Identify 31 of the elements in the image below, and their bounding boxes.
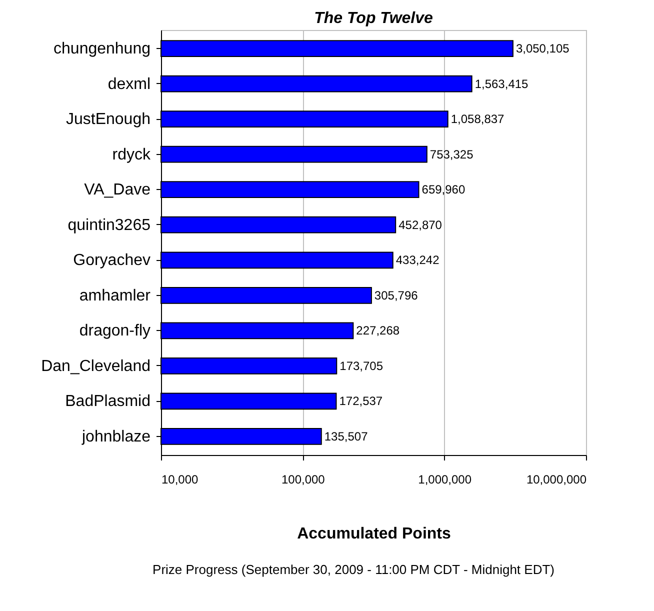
data-label: 3,050,105 [516, 42, 570, 56]
chart-title: The Top Twelve [314, 10, 434, 27]
x-tick-label: 1,000,000 [418, 472, 472, 486]
x-axis-title: Accumulated Points [297, 526, 451, 542]
data-label: 1,058,837 [450, 112, 505, 126]
x-tick-label: 10,000 [162, 472, 199, 486]
data-label: 753,325 [430, 147, 474, 162]
data-label: 173,705 [340, 358, 384, 373]
data-label: 172,537 [339, 394, 383, 408]
x-tick-label: 10,000,000 [526, 472, 587, 486]
y-tick-label: rdyck [112, 146, 152, 164]
data-label: 135,507 [324, 429, 368, 444]
y-tick-label: dexml [108, 76, 150, 93]
y-tick-label: quintin3265 [68, 216, 151, 234]
data-label: 452,870 [398, 218, 442, 232]
data-label: 659,960 [422, 182, 466, 197]
data-label: 1,563,415 [474, 76, 529, 91]
y-tick-label: JustEnough [66, 111, 150, 128]
y-tick-label: johnblaze [81, 428, 151, 446]
y-tick-label: Dan_Cleveland [41, 358, 150, 375]
x-tick-label: 100,000 [281, 472, 326, 486]
y-tick-label: chungenhung [54, 40, 150, 58]
data-label: 433,242 [396, 253, 440, 268]
data-label: 305,796 [374, 288, 418, 302]
data-label: 227,268 [356, 324, 400, 338]
y-tick-label: BadPlasmid [65, 393, 150, 410]
y-tick-label: amhamler [79, 287, 152, 304]
y-tick-label: dragon-fly [79, 322, 150, 340]
y-tick-label: Goryachev [73, 252, 150, 270]
text: Prize Progress (September 30, 2009 - 11:00 PM CDT - Midnight EDT) [152, 562, 554, 577]
y-tick-label: VA_Dave [84, 182, 151, 199]
